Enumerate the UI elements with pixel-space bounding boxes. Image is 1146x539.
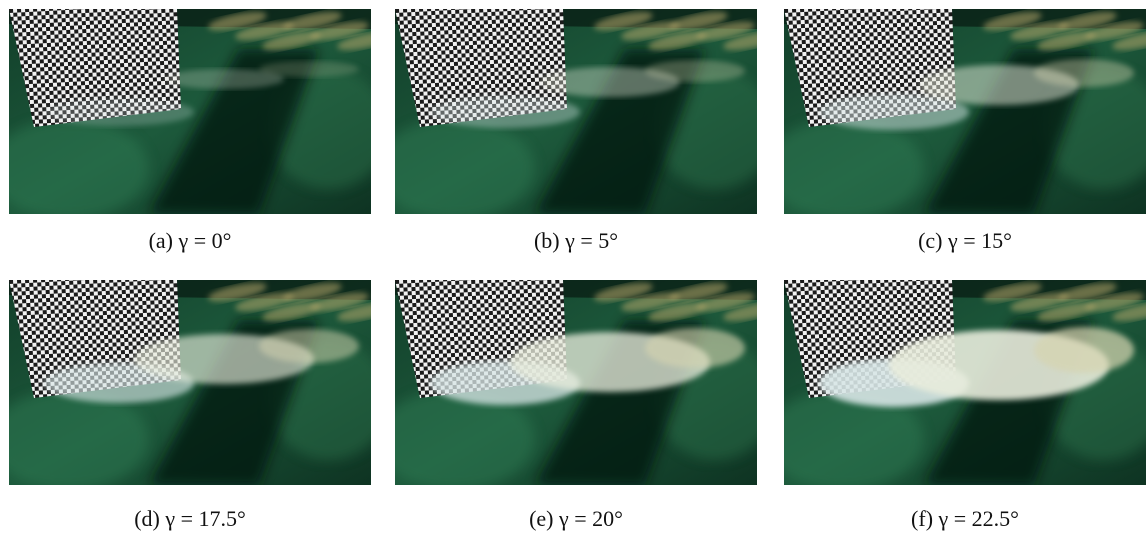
spray xyxy=(259,61,359,77)
photo-content xyxy=(375,279,783,490)
photo-content xyxy=(375,8,783,219)
caption: (c) γ = 15° xyxy=(918,228,1012,253)
spray xyxy=(430,96,580,128)
photo-content xyxy=(764,8,1146,219)
figure: (a) γ = 0° (b) γ = 5° (c) γ = 15° (d) γ = 1… xyxy=(0,0,1146,539)
photo xyxy=(764,8,1146,219)
light xyxy=(375,119,535,219)
light xyxy=(764,119,924,219)
spray xyxy=(1034,59,1134,87)
caption: (d) γ = 17.5° xyxy=(134,506,246,531)
spray xyxy=(645,328,745,368)
photo xyxy=(764,279,1146,490)
photo xyxy=(0,279,397,490)
caption: (b) γ = 5° xyxy=(534,228,618,253)
photo-content xyxy=(0,279,397,490)
photo xyxy=(375,8,783,219)
caption: (e) γ = 20° xyxy=(529,506,623,531)
photo xyxy=(375,279,783,490)
spray xyxy=(44,98,194,126)
photo-content xyxy=(0,8,397,219)
photo-content xyxy=(764,279,1146,490)
spray xyxy=(259,329,359,363)
caption: (a) γ = 0° xyxy=(149,228,232,253)
caption: (f) γ = 22.5° xyxy=(911,506,1019,531)
spray xyxy=(1034,327,1134,373)
photo xyxy=(0,8,397,219)
light xyxy=(375,390,535,490)
spray xyxy=(645,60,745,82)
